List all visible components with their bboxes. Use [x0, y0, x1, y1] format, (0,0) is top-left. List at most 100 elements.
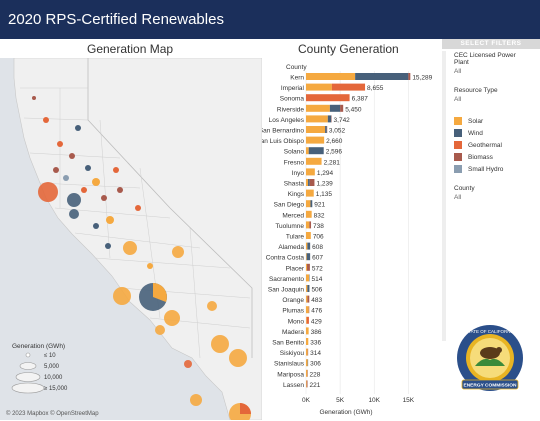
- bubble-orange[interactable]: [155, 325, 165, 335]
- bar-segment-biomass[interactable]: [309, 179, 315, 186]
- bubble-small-6[interactable]: [101, 195, 107, 201]
- county-label: San Luis Obispo: [262, 138, 304, 145]
- bubble-small-15[interactable]: [117, 187, 123, 193]
- bar-segment-wind[interactable]: [308, 147, 324, 155]
- bubble-small-3[interactable]: [85, 165, 91, 171]
- bubble-small-16[interactable]: [135, 205, 141, 211]
- bubble-small-13[interactable]: [32, 96, 36, 100]
- bar-segment-geothermal[interactable]: [306, 316, 309, 324]
- bar-segment-solar[interactable]: [306, 327, 309, 335]
- power-plant-filter-value[interactable]: All: [454, 68, 462, 75]
- bar-segment-solar[interactable]: [306, 179, 309, 186]
- bar-segment-solar[interactable]: [306, 274, 310, 282]
- bar-segment-geothermal[interactable]: [331, 83, 366, 91]
- bubble-small-18[interactable]: [147, 263, 153, 269]
- legend-solar[interactable]: Solar: [454, 115, 540, 127]
- bubble-small-7[interactable]: [106, 216, 114, 224]
- bar-segment-solar[interactable]: [306, 285, 308, 292]
- bar-value-label: 483: [311, 297, 322, 304]
- bar-segment-biomass[interactable]: [309, 221, 312, 229]
- bubble-san-bernardino[interactable]: [211, 335, 229, 353]
- resource-type-filter-value[interactable]: All: [454, 96, 462, 103]
- filters-panel: SELECT FILTERS CEC Licensed Power Plant …: [442, 39, 540, 421]
- bar-segment-solar[interactable]: [306, 295, 308, 303]
- bubble-sonoma[interactable]: [38, 182, 58, 202]
- bar-segment-wind[interactable]: [307, 285, 310, 292]
- bubble-inyo[interactable]: [172, 246, 184, 258]
- bar-segment-biomass[interactable]: [308, 306, 310, 314]
- bar-segment-solar[interactable]: [306, 115, 328, 123]
- bar-segment-solar[interactable]: [306, 200, 311, 208]
- bar-segment-solar[interactable]: [306, 338, 309, 345]
- bar-value-label: 738: [313, 223, 324, 230]
- bubble-san-diego[interactable]: [190, 394, 202, 406]
- bar-segment-solar[interactable]: [306, 369, 308, 377]
- bar-segment-biomass[interactable]: [340, 104, 344, 112]
- county-filter-value[interactable]: All: [454, 194, 462, 201]
- bar-segment-biomass[interactable]: [307, 295, 310, 303]
- bar-segment-solar[interactable]: [306, 168, 315, 176]
- bar-segment-wind[interactable]: [325, 126, 327, 133]
- bubble-solano[interactable]: [67, 193, 81, 207]
- legend-small-hydro[interactable]: Small Hydro: [454, 163, 540, 175]
- bar-segment-solar[interactable]: [306, 242, 308, 250]
- bar-segment-solar[interactable]: [306, 263, 308, 271]
- bubble-fresno[interactable]: [123, 241, 137, 255]
- bar-segment-wind[interactable]: [329, 104, 341, 112]
- bar-segment-solar[interactable]: [306, 348, 308, 356]
- bar-segment-solar[interactable]: [306, 232, 311, 239]
- bar-segment-wind[interactable]: [306, 253, 311, 261]
- bubble-small-2[interactable]: [69, 153, 75, 159]
- bubble-small-10[interactable]: [113, 167, 119, 173]
- map-copyright[interactable]: © 2023 Mapbox © OpenStreetMap: [6, 411, 99, 417]
- bar-segment-solar[interactable]: [306, 104, 330, 112]
- bar-segment-biomass[interactable]: [408, 73, 411, 80]
- bubble-small-9[interactable]: [63, 175, 69, 181]
- bar-segment-wind[interactable]: [355, 73, 409, 80]
- bar-segment-solar[interactable]: [306, 73, 356, 80]
- bubble-small-17[interactable]: [105, 243, 111, 249]
- bar-segment-solar[interactable]: [306, 189, 314, 197]
- bar-segment-solar[interactable]: [306, 221, 310, 229]
- legend-wind[interactable]: Wind: [454, 127, 540, 139]
- map-bubbles[interactable]: [32, 96, 251, 420]
- bar-segment-solar[interactable]: [306, 359, 308, 367]
- bar-segment-solar[interactable]: [306, 316, 307, 324]
- bubble-mono-south[interactable]: [207, 301, 217, 311]
- legend-geothermal[interactable]: Geothermal: [454, 139, 540, 151]
- bubble-small-8[interactable]: [93, 223, 99, 229]
- bar-segment-solar[interactable]: [306, 147, 309, 155]
- bar-segment-solar[interactable]: [306, 136, 325, 144]
- bar-segment-wind[interactable]: [327, 115, 332, 123]
- bubble-imperial-geo[interactable]: [240, 403, 251, 414]
- bubble-la-county[interactable]: [164, 310, 180, 326]
- bubble-small-14[interactable]: [75, 125, 81, 131]
- bar-segment-wind[interactable]: [307, 242, 311, 250]
- bar-segment-solar[interactable]: [306, 210, 312, 218]
- bubble-small-geo[interactable]: [184, 360, 192, 368]
- bubble-small-4[interactable]: [92, 178, 100, 186]
- bar-segment-wind[interactable]: [308, 179, 310, 186]
- bubble-kern-solar[interactable]: [153, 283, 167, 302]
- generation-map[interactable]: Generation (GWh) ≤ 10 5,000 10,000 ≥ 15,…: [0, 58, 262, 420]
- bar-segment-solar[interactable]: [306, 83, 332, 91]
- bubble-riverside[interactable]: [229, 349, 247, 367]
- bar-segment-geothermal[interactable]: [306, 94, 350, 102]
- bubble-small-11[interactable]: [53, 167, 59, 173]
- chart-bars[interactable]: [306, 73, 411, 388]
- bubble-slo[interactable]: [113, 287, 131, 305]
- bar-segment-solar[interactable]: [306, 126, 326, 133]
- legend-biomass[interactable]: Biomass: [454, 151, 540, 163]
- bar-segment-biomass[interactable]: [307, 263, 310, 271]
- bubble-contra-costa[interactable]: [69, 209, 79, 219]
- bar-segment-solar[interactable]: [306, 306, 309, 314]
- filters-scrollbar[interactable]: [442, 51, 446, 341]
- bubble-small-12[interactable]: [43, 117, 49, 123]
- bar-segment-biomass[interactable]: [306, 380, 308, 388]
- bar-segment-wind[interactable]: [310, 200, 313, 208]
- bubble-small-1[interactable]: [57, 141, 63, 147]
- bar-segment-solar[interactable]: [306, 380, 307, 388]
- bar-segment-solar[interactable]: [306, 253, 307, 261]
- bubble-small-5[interactable]: [81, 187, 87, 193]
- bar-segment-solar[interactable]: [306, 157, 322, 165]
